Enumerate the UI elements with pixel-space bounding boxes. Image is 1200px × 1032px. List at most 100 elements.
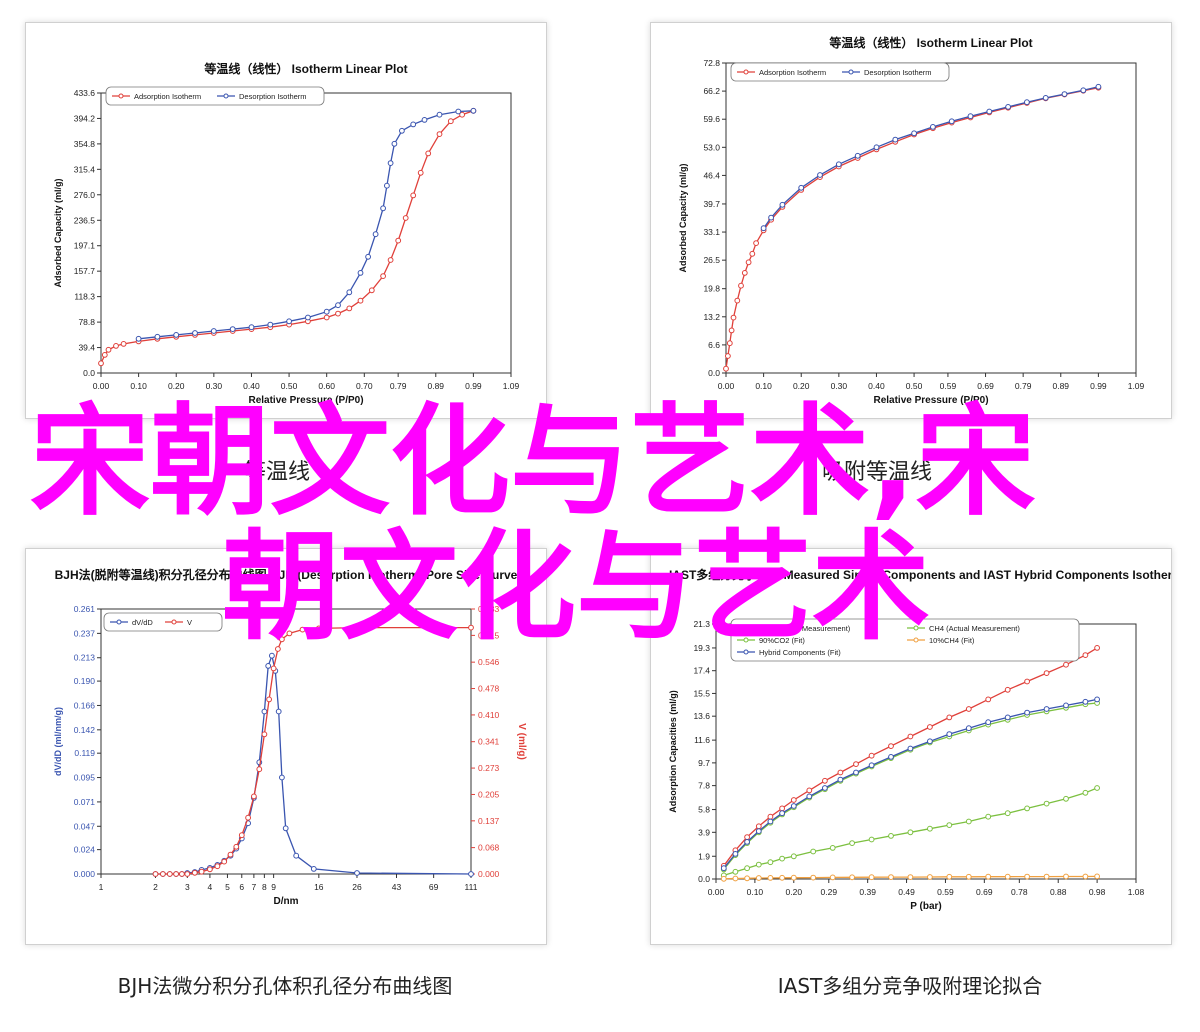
- data-point: [1042, 95, 1049, 101]
- data-point: [767, 875, 774, 881]
- legend: Adsorption Isotherm Desorption Isotherm: [730, 62, 950, 82]
- y2-tick-label: 0.341: [478, 737, 500, 747]
- data-point: [965, 706, 972, 712]
- legend-marker: [116, 619, 122, 625]
- y-axis-label: Adsorbed Capacity (ml/g): [678, 163, 688, 272]
- x-tick-label: 0.00: [708, 887, 725, 897]
- x-axis-label: D/nm: [274, 896, 299, 907]
- data-point: [368, 287, 375, 294]
- data-point: [868, 752, 875, 759]
- data-point: [275, 708, 282, 715]
- data-point: [911, 130, 918, 137]
- plot-area: [100, 92, 512, 374]
- chart-title: BJH法(脱附等温线)积分孔径分布曲线图 BJH (Desorption Iso…: [55, 567, 518, 582]
- x-tick-label: 0.69: [977, 381, 994, 391]
- y-axis-label: dV/dD (ml/nm/g): [53, 707, 63, 776]
- y-tick-label: 26.5: [703, 255, 720, 265]
- legend-marker: [118, 93, 124, 99]
- legend-marker: [913, 637, 919, 643]
- data-point: [261, 708, 268, 715]
- x-tick-label: 0.69: [976, 887, 993, 897]
- data-point: [837, 776, 844, 783]
- data-point: [1080, 87, 1087, 94]
- data-point: [755, 861, 762, 868]
- data-point: [849, 874, 856, 881]
- x-tick-label: 1: [99, 882, 104, 892]
- legend-marker: [743, 69, 749, 75]
- y-tick-label: 0.0: [83, 368, 95, 378]
- caption-mid-left: 等温线: [244, 460, 311, 485]
- data-point: [927, 738, 933, 745]
- data-point: [1024, 873, 1031, 880]
- x-axis-label: Relative Pressure (P/P0): [248, 395, 363, 406]
- data-point: [1082, 652, 1089, 658]
- x-tick-label: 0.20: [168, 381, 185, 391]
- y-tick-label: 15.5: [693, 688, 710, 698]
- data-point: [732, 851, 739, 857]
- y-tick-label: 0.024: [74, 845, 96, 855]
- data-point: [829, 874, 836, 881]
- data-point: [468, 871, 474, 877]
- data-point: [946, 731, 953, 738]
- data-point: [410, 192, 417, 199]
- x-tick-label: 0.10: [747, 887, 764, 897]
- x-tick-label: 0.29: [821, 887, 838, 897]
- data-point: [749, 250, 756, 257]
- x-tick-label: 3: [185, 882, 190, 892]
- x-tick-label: 1.09: [1128, 381, 1145, 391]
- plot-area: [725, 62, 1137, 374]
- chart-title: 等温线（线性） Isotherm Linear Plot: [828, 35, 1032, 50]
- legend-marker: [743, 637, 749, 643]
- y-tick-label: 11.6: [694, 735, 710, 745]
- data-point: [868, 836, 875, 843]
- data-point: [198, 868, 205, 875]
- y-tick-label: 433.6: [74, 88, 96, 98]
- data-point: [806, 787, 813, 794]
- data-point: [873, 144, 880, 151]
- x-tick-label: 0.79: [390, 381, 407, 391]
- data-point: [806, 793, 813, 800]
- data-point: [267, 321, 274, 328]
- y-tick-label: 7.8: [698, 781, 710, 791]
- data-point: [888, 754, 894, 760]
- data-point: [741, 270, 748, 276]
- legend-box: [105, 86, 325, 106]
- x-tick-label: 111: [465, 882, 478, 892]
- data-point: [849, 840, 856, 847]
- y-tick-label: 3.9: [698, 827, 710, 837]
- x-tick-label: 1.08: [1128, 887, 1145, 897]
- data-point: [354, 624, 360, 631]
- data-point: [357, 297, 364, 304]
- data-point: [380, 273, 387, 280]
- data-point: [387, 160, 394, 167]
- data-point: [779, 805, 786, 812]
- data-point: [417, 169, 424, 176]
- data-point: [245, 814, 252, 821]
- data-point: [779, 810, 786, 817]
- chart-bjh-pore-size: BJH法(脱附等温线)积分孔径分布曲线图 BJH (Desorption Iso…: [53, 567, 527, 907]
- y-tick-label: 0.119: [74, 748, 95, 758]
- legend-marker: [171, 619, 177, 625]
- y2-axis-label: V (ml/g): [516, 723, 527, 760]
- data-point: [251, 793, 257, 800]
- data-point: [1094, 696, 1101, 703]
- data-point: [1004, 810, 1011, 817]
- plot-area: [715, 623, 1137, 880]
- data-point: [837, 769, 844, 776]
- data-point: [1063, 661, 1069, 668]
- y-tick-label: 5.8: [698, 805, 710, 815]
- data-point: [270, 665, 277, 672]
- data-point: [391, 140, 398, 147]
- data-point: [744, 875, 750, 882]
- data-point: [1043, 670, 1050, 676]
- x-tick-label: 4: [208, 882, 213, 892]
- x-tick-label: 6: [239, 882, 244, 892]
- legend-label: Adsorption Isotherm: [759, 68, 826, 77]
- x-tick-label: 0.70: [356, 381, 373, 391]
- data-point: [173, 871, 180, 877]
- x-tick-label: 1.09: [503, 381, 520, 391]
- y2-tick-label: 0.410: [478, 710, 500, 720]
- legend-marker: [913, 625, 919, 631]
- y-tick-label: 0.0: [698, 874, 710, 884]
- data-point: [192, 330, 198, 336]
